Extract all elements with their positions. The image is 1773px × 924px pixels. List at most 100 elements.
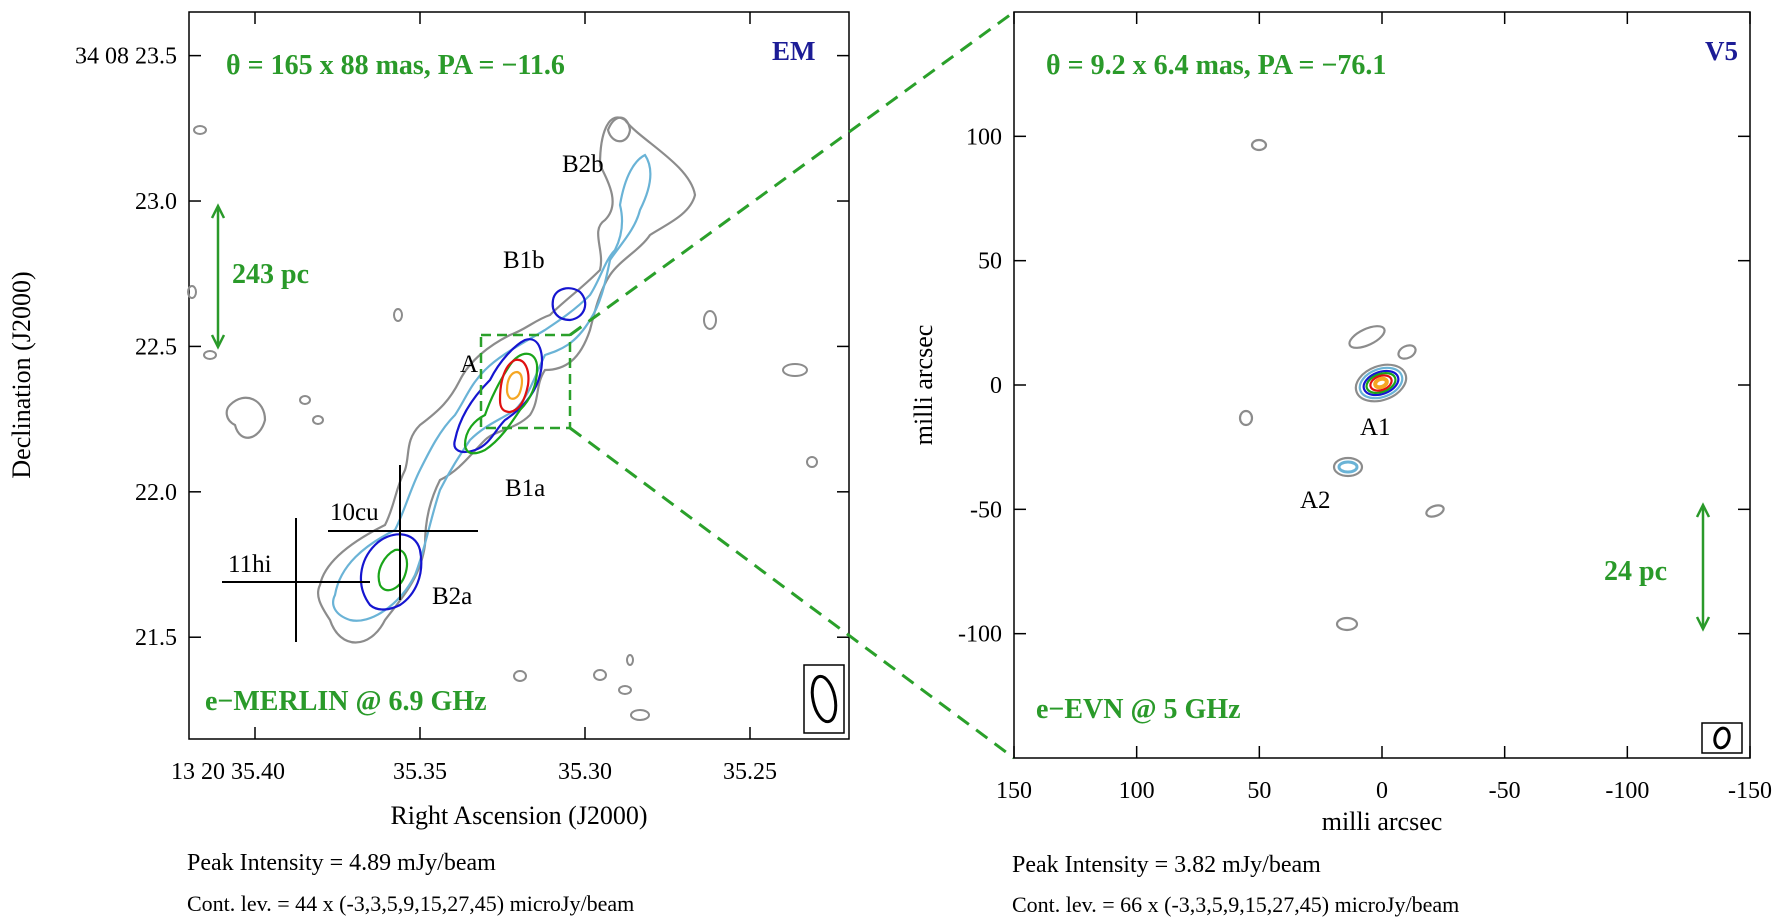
ev-ytick-label: -100: [958, 622, 1002, 648]
ev-scale-label: 24 pc: [1604, 556, 1667, 587]
ev-noise-blob: [1425, 504, 1445, 518]
em-contour-lightblue: [332, 153, 652, 622]
ev-contour-grey-a1: [1354, 363, 1408, 403]
em-noise-blob: [630, 709, 650, 721]
ev-contour-levels: Cont. lev. = 66 x (-3,3,5,9,15,27,45) mi…: [1012, 892, 1459, 917]
em-instrument: e−MERLIN @ 6.9 GHz: [205, 686, 487, 717]
left-plot-frame: [188, 11, 850, 740]
em-contour-blue-b1b: [551, 287, 587, 322]
em-contour-grey-b2b-tip: [606, 116, 632, 143]
label-b2a: B2a: [432, 583, 472, 610]
ev-noise-blob: [1250, 138, 1268, 152]
em-xtick-label: 35.30: [558, 759, 612, 785]
em-noise-blob: [187, 285, 197, 299]
em-beam-ellipse: [810, 674, 838, 724]
ev-xtick-label: 150: [996, 778, 1032, 804]
label-a: A: [460, 351, 478, 378]
em-ylabel: Declination (J2000): [7, 271, 36, 478]
ev-peak-intensity: Peak Intensity = 3.82 mJy/beam: [1012, 852, 1321, 878]
ev-beam-box: [1701, 722, 1743, 754]
ev-ytick-label: -50: [970, 497, 1002, 523]
em-noise-blob: [782, 363, 808, 377]
ev-xtick-label: -50: [1489, 778, 1521, 804]
right-ticks: 150 100 50 0 -50 -100 -150 100 50 0 -50 -100: [958, 12, 1772, 804]
em-xtick-label: 35.25: [723, 759, 777, 785]
label-a2: A2: [1300, 487, 1331, 514]
label-b1a: B1a: [505, 475, 545, 502]
label-a1: A1: [1360, 414, 1391, 441]
em-noise-blob: [393, 308, 403, 322]
ev-noise-blob: [1348, 325, 1386, 349]
em-ytick-label: 22.5: [135, 334, 177, 360]
em-contour-red: [498, 358, 530, 414]
ev-ytick-label: 0: [990, 373, 1002, 399]
left-contours: [187, 116, 818, 721]
ev-beam-text: θ = 9.2 x 6.4 mas, PA = −76.1: [1046, 50, 1386, 81]
ev-xtick-label: -150: [1728, 778, 1772, 804]
em-contour-green-b2a: [377, 548, 409, 592]
ev-xtick-label: 0: [1376, 778, 1388, 804]
ev-ytick-label: 50: [978, 249, 1002, 275]
ev-xtick-label: -100: [1605, 778, 1649, 804]
zoom-box: [479, 333, 572, 430]
ev-xtick-label: 50: [1247, 778, 1271, 804]
em-noise-blob: [312, 415, 324, 425]
em-noise-blob: [593, 669, 607, 681]
zoom-lines: [569, 10, 1015, 760]
left-panel: 13 20 35.40 35.35 35.30 35.25 34 08 23.5 23.0…: [7, 11, 850, 916]
em-beam-text: θ = 165 x 88 mas, PA = −11.6: [226, 50, 565, 81]
ev-contour-green-a1: [1365, 372, 1397, 394]
ev-noise-blob: [1238, 409, 1254, 427]
ev-scale-bar: [1695, 502, 1711, 632]
em-noise-blob: [703, 310, 717, 330]
em-beam-box: [803, 664, 845, 734]
em-ytick-label: 21.5: [135, 625, 177, 651]
em-noise-blob: [193, 125, 207, 135]
source-crosses: [222, 465, 478, 642]
ev-instrument: e−EVN @ 5 GHz: [1036, 694, 1241, 725]
em-contour-grey: [316, 116, 697, 644]
em-ytick-label: 23.0: [135, 189, 177, 215]
zoom-line-lower: [569, 426, 1015, 760]
em-contour-green-core: [463, 352, 539, 455]
label-b1b: B1b: [503, 247, 545, 274]
left-ticks: 13 20 35.40 35.35 35.30 35.25 34 08 23.5 23.0…: [75, 12, 849, 785]
em-noise-blob: [203, 350, 217, 360]
em-noise-blob: [618, 685, 632, 695]
em-noise-blob: [806, 456, 818, 468]
em-xlabel: Right Ascension (J2000): [390, 801, 647, 830]
ev-ylabel: milli arcsec: [909, 325, 938, 446]
em-noise-blob: [513, 670, 527, 682]
ev-contour-red-a1: [1369, 374, 1393, 392]
em-xtick-label: 35.35: [393, 759, 447, 785]
em-contour-orange: [505, 370, 524, 400]
em-ytick-label: 34 08 23.5: [75, 44, 177, 70]
em-scale-bar: [210, 203, 226, 350]
em-noise-blob: [626, 654, 634, 666]
em-contour-blue-b2a: [359, 533, 423, 611]
label-11hi: 11hi: [228, 551, 272, 578]
em-noise-blob: [299, 395, 311, 405]
em-contour-grey-island: [225, 396, 267, 439]
em-contour-blue-core: [453, 338, 543, 454]
ev-contour-lightblue-a2: [1337, 460, 1359, 474]
em-contour-levels: Cont. lev. = 44 x (-3,3,5,9,15,27,45) mi…: [187, 891, 634, 916]
em-scale-label: 243 pc: [232, 259, 309, 290]
ev-xlabel: milli arcsec: [1322, 807, 1443, 836]
em-peak-intensity: Peak Intensity = 4.89 mJy/beam: [187, 850, 496, 876]
em-tag: EM: [772, 36, 816, 66]
ev-noise-blob: [1397, 344, 1417, 360]
ev-tag: V5: [1705, 36, 1738, 66]
ev-ytick-label: 100: [966, 124, 1002, 150]
ev-xtick-label: 100: [1119, 778, 1155, 804]
label-b2b: B2b: [562, 151, 604, 178]
label-10cu: 10cu: [330, 499, 379, 526]
right-contours: [1238, 138, 1445, 632]
ev-contour-orange-a1: [1373, 376, 1389, 390]
ev-noise-blob: [1335, 616, 1359, 632]
ev-contour-grey-a2: [1332, 456, 1364, 478]
ev-contour-lightblue-a1: [1358, 366, 1404, 400]
em-ytick-label: 22.0: [135, 480, 177, 506]
